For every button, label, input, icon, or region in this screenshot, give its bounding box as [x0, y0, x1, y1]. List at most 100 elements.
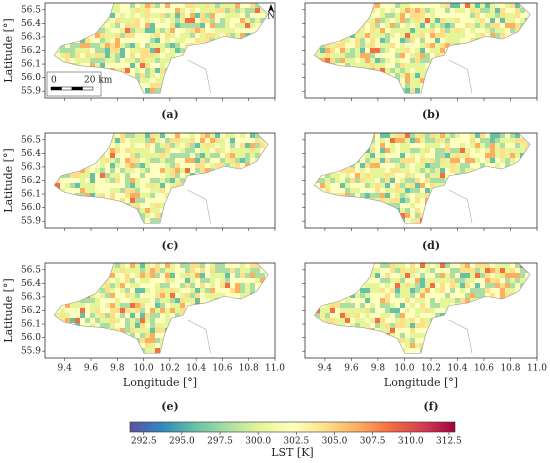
lst-cell [130, 23, 135, 28]
lst-cell [335, 208, 340, 213]
lst-cell [415, 93, 420, 94]
lst-cell [195, 293, 200, 298]
lst-cell [520, 293, 525, 298]
lst-cell [305, 203, 310, 208]
lst-cell [390, 53, 395, 58]
lst-cell [350, 168, 355, 173]
lst-cell [355, 83, 360, 88]
lst-cell [85, 263, 90, 268]
lst-cell [380, 143, 385, 148]
lst-cell [430, 183, 435, 188]
lst-cell [350, 78, 355, 83]
lst-cell [205, 58, 210, 63]
lst-cell [170, 133, 175, 138]
lst-cell [135, 318, 140, 323]
lst-cell [385, 173, 390, 178]
lst-cell [340, 273, 345, 278]
lst-cell [105, 88, 110, 93]
lst-cell [170, 73, 175, 78]
lst-cell [430, 138, 435, 143]
lst-cell [55, 18, 60, 23]
lst-cell [175, 48, 180, 53]
lst-cell [500, 93, 505, 94]
lst-cell [355, 193, 360, 198]
lst-cell [525, 213, 530, 218]
lst-cell [170, 203, 175, 208]
lst-cell [490, 148, 495, 153]
lst-cell [75, 338, 80, 343]
lst-cell [200, 93, 205, 94]
lst-cell [500, 193, 505, 198]
lst-cell [240, 303, 245, 308]
lst-cell [505, 278, 510, 283]
lst-cell [460, 268, 465, 273]
lst-cell [535, 78, 540, 83]
lst-cell [485, 148, 490, 153]
lst-cell [530, 173, 531, 178]
lst-cell [535, 203, 540, 208]
lst-cell [140, 58, 145, 63]
lst-cell [100, 323, 105, 328]
lst-cell [315, 63, 320, 68]
lst-cell [235, 343, 240, 348]
lst-cell [335, 28, 340, 33]
lst-cell [405, 158, 410, 163]
lst-cell [75, 283, 80, 288]
lst-cell [80, 273, 85, 278]
lst-cell [530, 168, 531, 173]
lst-cell [460, 73, 465, 78]
lst-cell [445, 193, 450, 198]
lst-cell [390, 33, 395, 38]
lst-cell [235, 63, 240, 68]
lst-cell [385, 58, 390, 63]
lst-cell [410, 133, 415, 138]
lst-cell [230, 318, 235, 323]
lst-cell [475, 158, 480, 163]
lst-cell [435, 33, 440, 38]
lst-cell [210, 303, 215, 308]
lst-cell [100, 133, 105, 138]
lst-cell [65, 8, 70, 13]
lst-cell [420, 193, 425, 198]
lst-cell [370, 53, 375, 58]
lst-cell [350, 73, 355, 78]
lst-cell [435, 293, 440, 298]
lst-cell [245, 213, 250, 218]
lst-cell [230, 273, 235, 278]
lst-cell [305, 73, 310, 78]
lst-cell [240, 283, 245, 288]
lst-cell [400, 63, 405, 68]
lst-cell [255, 293, 260, 298]
lst-cell [420, 303, 425, 308]
lst-cell [515, 293, 520, 298]
lst-cell [360, 158, 365, 163]
lst-cell [505, 168, 510, 173]
lst-cell [314, 58, 315, 63]
lst-cell [435, 263, 440, 268]
lst-cell [100, 213, 105, 218]
lst-cell [90, 63, 95, 68]
lst-cell [240, 148, 245, 153]
lst-cell [530, 143, 531, 148]
lst-cell [435, 53, 440, 58]
lst-cell [415, 3, 420, 8]
lst-cell [470, 53, 475, 58]
lst-cell [210, 203, 215, 208]
lst-cell [315, 143, 320, 148]
lst-cell [135, 138, 140, 143]
lst-cell [410, 68, 415, 73]
lst-cell [415, 48, 420, 53]
lst-cell [314, 298, 315, 303]
lst-cell [240, 263, 245, 268]
lst-cell [340, 53, 345, 58]
lst-cell [405, 148, 410, 153]
lst-cell [265, 288, 269, 293]
lst-cell [100, 293, 105, 298]
lst-cell [465, 53, 470, 58]
lst-cell [125, 208, 130, 213]
lst-cell [415, 83, 420, 88]
lst-cell [145, 133, 150, 138]
lst-cell [115, 308, 120, 313]
lst-cell [85, 138, 90, 143]
lst-cell [230, 58, 235, 63]
